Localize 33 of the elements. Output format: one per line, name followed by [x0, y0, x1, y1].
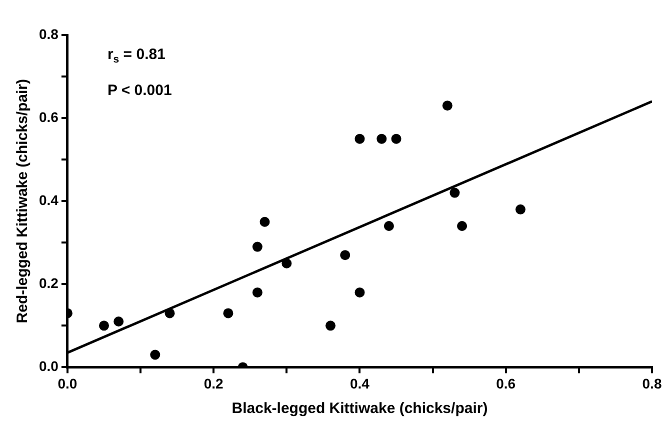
x-tick-label: 0.2 — [204, 375, 224, 392]
point — [223, 308, 234, 318]
y-tick-label: 0.6 — [38, 108, 59, 125]
annotation: P < 0.001 — [107, 82, 172, 100]
point — [282, 258, 292, 268]
y-tick-label: 0.2 — [38, 275, 59, 292]
point — [164, 308, 175, 318]
point — [391, 134, 402, 144]
y-tick-label: 0.8 — [38, 26, 59, 42]
point — [515, 204, 526, 214]
x-axis-title: Black-legged Kittiwake (chicks/pair) — [232, 400, 488, 418]
point — [252, 287, 262, 298]
point — [252, 242, 262, 252]
point — [150, 350, 160, 360]
point — [354, 134, 365, 144]
point — [384, 221, 394, 232]
point — [114, 316, 124, 327]
point — [457, 221, 468, 232]
point — [260, 216, 270, 227]
point — [376, 134, 387, 144]
y-axis-title: Red-legged Kittiwake (chicks/pair) — [14, 78, 32, 324]
point — [340, 250, 350, 260]
y-tick-label: 0.4 — [38, 192, 59, 208]
x-tick-label: 0.6 — [496, 375, 516, 392]
x-tick-label: 0.8 — [642, 375, 662, 392]
x-tick-label: 0.0 — [58, 375, 78, 392]
point — [450, 188, 460, 198]
x-tick-label: 0.4 — [350, 375, 370, 392]
point — [98, 320, 109, 331]
y-tick-label: 0.0 — [38, 358, 59, 374]
point — [354, 287, 365, 298]
point — [326, 320, 336, 331]
point — [442, 100, 452, 111]
